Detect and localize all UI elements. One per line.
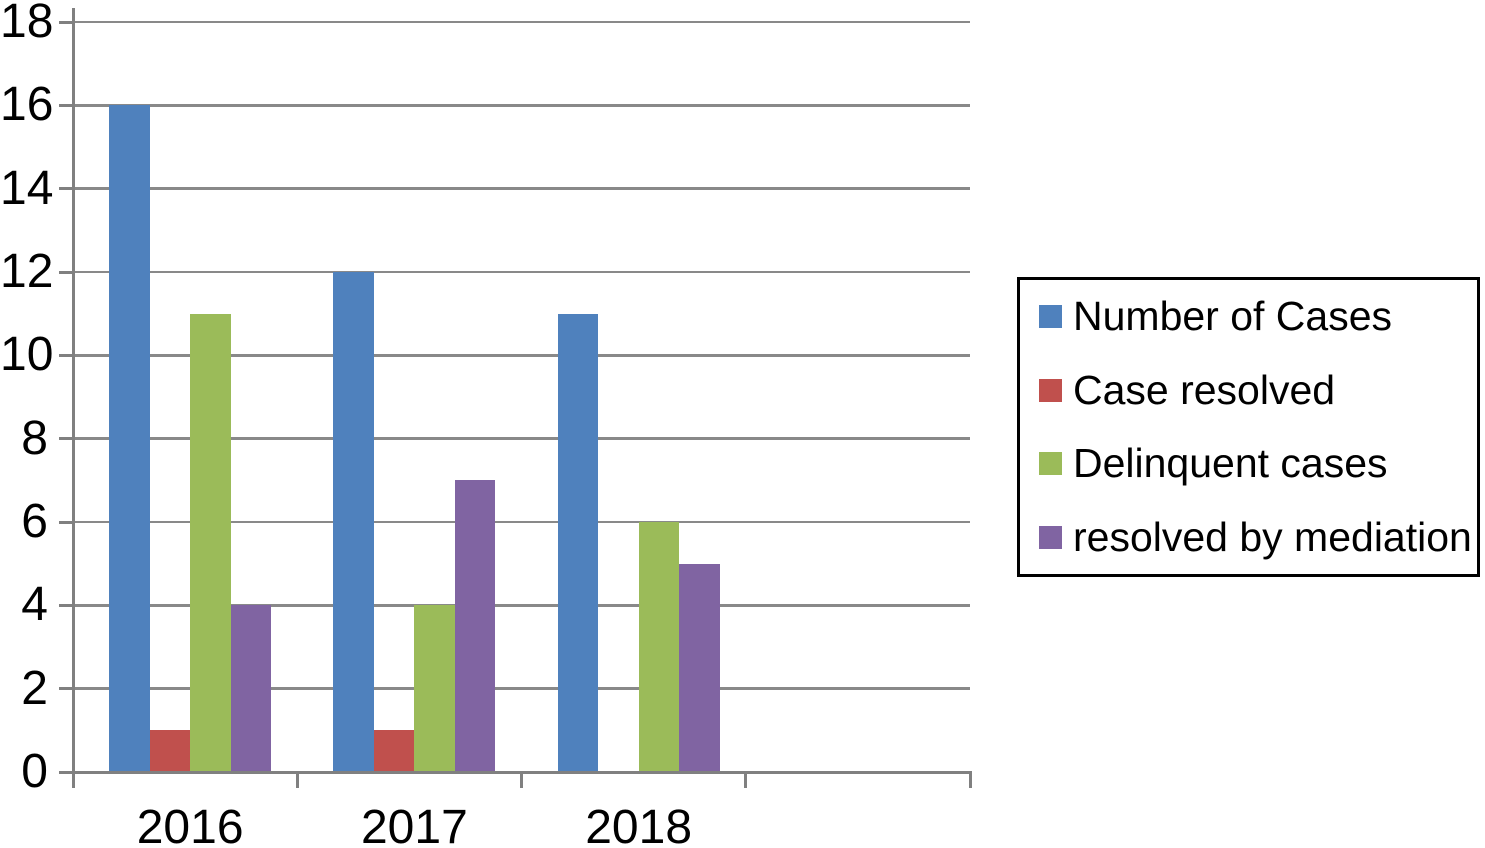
- legend-item: resolved by mediation: [1020, 501, 1477, 575]
- y-axis-tick: [59, 520, 73, 524]
- bar-delinquent-cases-2016: [190, 313, 231, 772]
- y-axis-label: 4: [21, 578, 48, 632]
- gridline: [73, 354, 970, 357]
- x-axis-tick: [520, 772, 523, 788]
- bar-resolved-by-mediation-2016: [230, 605, 271, 772]
- gridline: [73, 187, 970, 190]
- x-axis-label: 2018: [585, 801, 693, 848]
- y-axis-tick: [59, 437, 73, 441]
- y-axis-tick: [59, 20, 73, 24]
- y-axis-label: 6: [21, 495, 48, 548]
- y-axis-tick: [59, 687, 73, 691]
- y-axis-label: 12: [0, 245, 54, 298]
- y-axis-label: 16: [0, 78, 54, 132]
- legend-item: Case resolved: [1020, 354, 1477, 428]
- legend-label: resolved by mediation: [1073, 513, 1472, 560]
- legend-item: Number of Cases: [1020, 280, 1477, 354]
- bar-resolved-by-mediation-2017: [454, 480, 496, 772]
- bar-delinquent-cases-2017: [414, 605, 455, 772]
- gridline: [73, 20, 970, 24]
- x-axis-tick: [295, 772, 299, 788]
- bar-delinquent-cases-2018: [638, 522, 679, 772]
- bar-number-of-cases-2018: [557, 313, 598, 772]
- y-axis-label: 18: [0, 0, 54, 48]
- y-axis-label: 14: [0, 161, 54, 215]
- legend-color-swatch-icon: [1039, 378, 1062, 402]
- bar-case-resolved-2017: [373, 730, 415, 772]
- bar-number-of-cases-2016: [109, 105, 150, 772]
- gridline: [73, 270, 970, 274]
- legend-label: Delinquent cases: [1073, 440, 1388, 487]
- y-axis-label: 0: [21, 745, 48, 798]
- legend-label: Case resolved: [1073, 366, 1336, 413]
- y-axis-line: [71, 8, 75, 788]
- y-axis-tick: [59, 270, 73, 274]
- y-axis-tick: [59, 770, 73, 774]
- legend-item: Delinquent cases: [1020, 427, 1477, 501]
- bar-number-of-cases-2017: [333, 272, 374, 772]
- y-axis-tick: [59, 353, 73, 357]
- gridline: [73, 687, 970, 690]
- legend-color-swatch-icon: [1039, 452, 1062, 476]
- gridline: [73, 104, 970, 107]
- y-axis-tick: [59, 187, 73, 191]
- y-axis-label: 10: [0, 328, 54, 382]
- x-axis-label: 2016: [136, 801, 244, 848]
- x-axis-tick: [968, 772, 972, 788]
- y-axis-label: 8: [21, 411, 48, 465]
- y-axis-tick: [59, 603, 73, 607]
- x-axis-tick: [744, 772, 748, 788]
- legend-label: Number of Cases: [1073, 293, 1393, 340]
- y-axis-tick: [59, 103, 73, 107]
- gridline: [73, 520, 970, 524]
- bar-case-resolved-2016: [149, 730, 190, 772]
- x-axis-label: 2017: [360, 801, 468, 848]
- gridline: [73, 437, 970, 440]
- bar-resolved-by-mediation-2018: [679, 563, 720, 772]
- legend-color-swatch-icon: [1039, 305, 1062, 329]
- gridline: [73, 604, 970, 607]
- legend-color-swatch-icon: [1039, 525, 1062, 549]
- x-axis-tick: [71, 772, 75, 788]
- legend: Number of Cases Case resolved Delinquent c…: [1017, 277, 1480, 577]
- y-axis-label: 2: [21, 661, 48, 715]
